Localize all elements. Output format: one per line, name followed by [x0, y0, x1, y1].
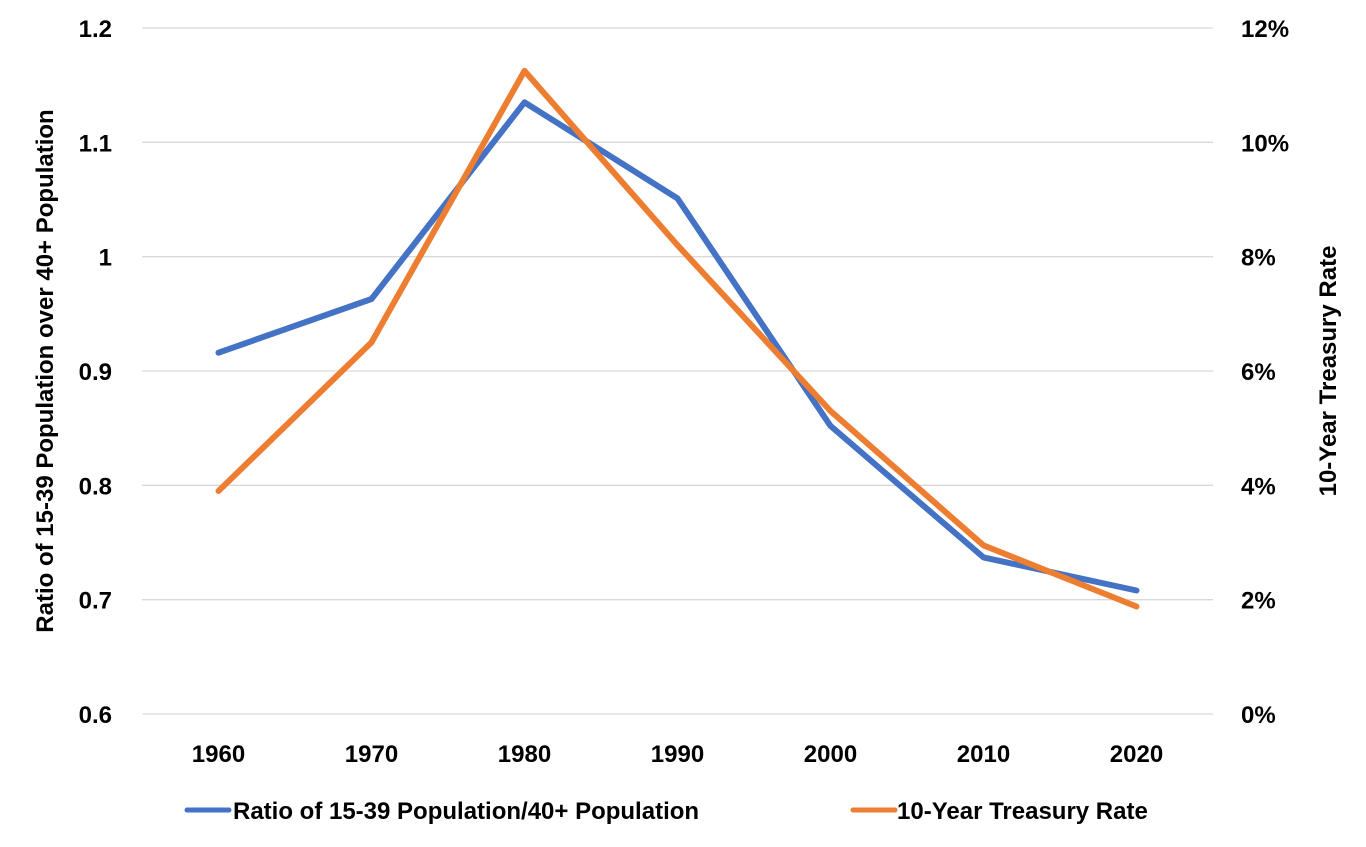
legend: Ratio of 15-39 Population/40+ Population…: [184, 798, 1148, 825]
left-tick-label: 0.9: [79, 359, 112, 386]
left-tick-label: 0.7: [79, 588, 112, 615]
series-line-treasury: [215, 67, 1140, 610]
x-tick-label: 2000: [804, 741, 857, 768]
legend-label-treasury: 10-Year Treasury Rate: [897, 798, 1148, 825]
right-tick-label: 4%: [1241, 473, 1276, 500]
left-tick-label: 0.6: [79, 702, 112, 729]
left-tick-label: 0.8: [79, 473, 112, 500]
right-tick-label: 0%: [1241, 702, 1276, 729]
x-tick-label: 2010: [957, 741, 1010, 768]
left-axis-title: Ratio of 15-39 Population over 40+ Popul…: [32, 109, 59, 632]
x-tick-label: 1990: [651, 741, 704, 768]
x-axis-ticks: 1960 1970 1980 1990 2000 2010 2020: [192, 741, 1163, 768]
left-tick-label: 1.2: [79, 16, 112, 43]
x-tick-label: 1960: [192, 741, 245, 768]
right-tick-label: 6%: [1241, 359, 1276, 386]
right-axis-title: 10-Year Treasury Rate: [1315, 246, 1342, 497]
x-tick-label: 1970: [345, 741, 398, 768]
series-lines: [215, 67, 1140, 610]
gridlines: [142, 27, 1213, 715]
right-tick-label: 12%: [1241, 16, 1289, 43]
x-tick-label: 1980: [498, 741, 551, 768]
right-axis-ticks: 0% 2% 4% 6% 8% 10% 12%: [1241, 16, 1289, 729]
right-tick-label: 10%: [1241, 130, 1289, 157]
left-tick-label: 1: [99, 245, 112, 272]
left-axis-ticks: 0.6 0.7 0.8 0.9 1 1.1 1.2: [79, 16, 112, 729]
x-tick-label: 2020: [1110, 741, 1163, 768]
left-tick-label: 1.1: [79, 130, 112, 157]
right-tick-label: 2%: [1241, 588, 1276, 615]
series-line-ratio: [215, 99, 1140, 594]
right-tick-label: 8%: [1241, 245, 1276, 272]
legend-label-ratio: Ratio of 15-39 Population/40+ Population: [233, 798, 699, 825]
